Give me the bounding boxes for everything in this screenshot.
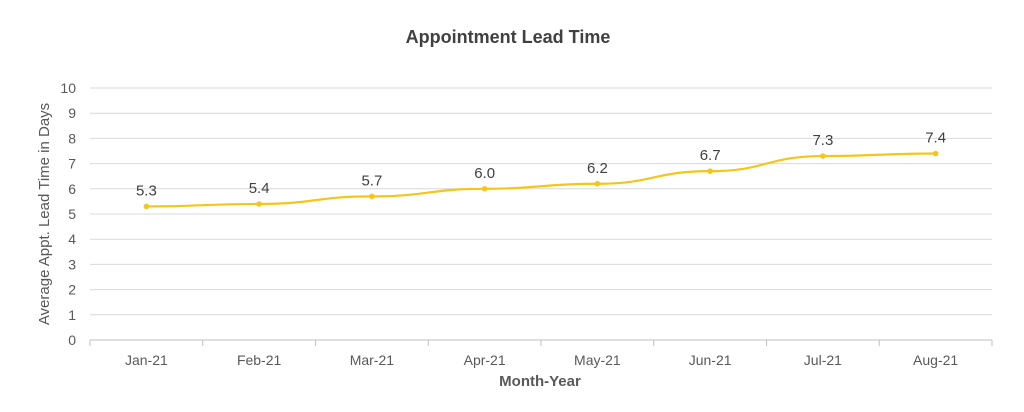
data-point (594, 180, 601, 187)
x-tick-label: May-21 (574, 352, 621, 368)
data-point (481, 186, 488, 192)
data-point (932, 150, 939, 157)
data-label: 5.4 (249, 180, 270, 197)
y-tick-label: 5 (68, 206, 76, 222)
data-point (256, 201, 262, 207)
data-label: 7.3 (812, 132, 833, 149)
y-tick-label: 1 (68, 307, 76, 323)
y-tick-label: 9 (68, 105, 76, 121)
x-tick-label: Apr-21 (464, 352, 506, 368)
x-tick-label: Jul-21 (804, 352, 842, 368)
x-axis-ticks: Jan-21 Feb-21 Mar-21 Apr-21 May-21 Jun-21 Jul-… (125, 352, 958, 368)
series-group (143, 150, 939, 210)
y-tick-label: 8 (68, 130, 76, 146)
y-tick-label: 7 (68, 156, 76, 172)
x-tick-label: Mar-21 (350, 352, 395, 368)
data-label: 6.7 (700, 147, 721, 164)
data-label: 6.2 (587, 160, 608, 177)
y-tick-label: 0 (68, 332, 76, 348)
data-point (707, 168, 713, 174)
data-point (143, 203, 150, 210)
y-tick-label: 4 (68, 231, 76, 247)
series-line (146, 152, 936, 208)
y-tick-label: 10 (60, 80, 76, 96)
x-tick-label: Jan-21 (125, 352, 168, 368)
x-tick-label: Jun-21 (689, 352, 732, 368)
x-axis-title: Month-Year (499, 373, 581, 390)
y-axis-title: Average Appt. Lead Time in Days (36, 103, 53, 325)
y-tick-label: 6 (68, 181, 76, 197)
data-label: 5.7 (361, 172, 382, 189)
data-label: 5.3 (136, 182, 157, 199)
data-labels: 5.3 5.4 5.7 6.0 6.2 6.7 7.3 7.4 (136, 130, 946, 200)
chart-title: Appointment Lead Time (406, 27, 611, 47)
data-label: 7.4 (925, 130, 946, 147)
x-tick-label: Aug-21 (913, 352, 958, 368)
x-tick-label: Feb-21 (237, 352, 282, 368)
gridlines (89, 87, 993, 346)
y-tick-label: 3 (68, 256, 76, 272)
data-label: 6.0 (474, 165, 495, 182)
data-point (820, 153, 826, 159)
data-point (369, 193, 375, 200)
y-tick-label: 2 (68, 282, 76, 298)
y-axis-ticks: 0 1 2 3 4 5 6 7 8 9 10 (60, 80, 76, 348)
